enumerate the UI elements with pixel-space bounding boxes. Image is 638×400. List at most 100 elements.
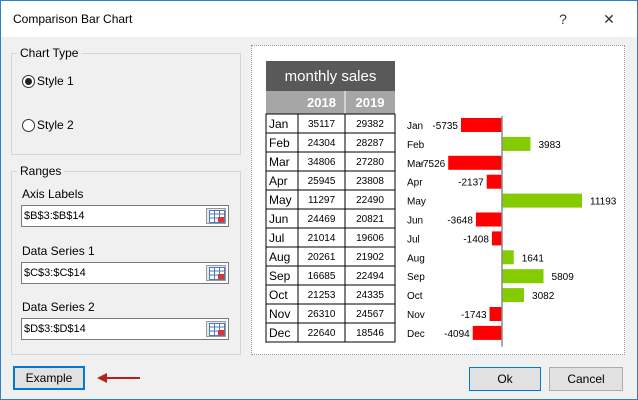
table-cell-month: Jan — [269, 117, 288, 131]
table-cell-2018: 35117 — [308, 119, 336, 130]
table-cell-month: Apr — [269, 174, 288, 188]
table-cell-2018: 11297 — [308, 195, 336, 206]
table-title-cell — [266, 61, 395, 91]
chart-bar — [502, 250, 514, 265]
chart-data-label: 3983 — [538, 140, 561, 151]
chart-data-label: 1641 — [522, 253, 545, 264]
chart-type-label: Chart Type — [17, 46, 82, 60]
table-cell-2019: 27280 — [356, 157, 384, 168]
table-cell-2018: 16685 — [308, 271, 336, 282]
table-cell-2019: 18546 — [356, 328, 384, 339]
style2-option[interactable]: Style 2 — [22, 118, 74, 132]
chart-category-label: Jan — [407, 121, 423, 132]
table-cell-2019: 24335 — [356, 290, 384, 301]
chart-bar — [472, 325, 502, 340]
chart-bar — [489, 307, 502, 321]
table-cell-month: Dec — [269, 326, 290, 340]
table-cell-month: Jul — [269, 231, 284, 245]
table-cell-month: Nov — [269, 307, 290, 321]
chart-bar — [461, 118, 502, 132]
range-select-button[interactable] — [206, 321, 226, 337]
chart-category-label: Sep — [407, 272, 425, 283]
series2-field[interactable] — [21, 318, 229, 340]
table-cell-2018: 34806 — [308, 157, 336, 168]
table-cell-2018: 21014 — [308, 233, 336, 244]
style1-label: Style 1 — [37, 74, 74, 88]
example-button[interactable]: Example — [13, 366, 85, 390]
table-cell-month: Jun — [269, 212, 288, 226]
title-bar: Comparison Bar Chart ? ✕ — [1, 1, 637, 37]
table-title: monthly sales — [285, 68, 377, 85]
table-cell-2019: 22494 — [356, 271, 384, 282]
chart-data-label: -4094 — [444, 329, 470, 340]
table-cell-month: Aug — [269, 250, 290, 264]
range-select-button[interactable] — [206, 265, 226, 281]
chart-bar — [502, 288, 525, 303]
chart-bar — [502, 269, 544, 284]
chart-category-label: Aug — [407, 253, 425, 264]
chart-data-label: -7526 — [420, 159, 446, 170]
axis-labels-input[interactable] — [24, 208, 204, 224]
radio-style1[interactable] — [22, 74, 35, 88]
table-cell-2019: 29382 — [356, 119, 384, 130]
chart-type-group — [11, 53, 241, 155]
style2-label: Style 2 — [37, 118, 74, 132]
help-button[interactable]: ? — [559, 11, 567, 27]
table-cell-2019: 20821 — [356, 214, 384, 225]
chart-data-label: -1743 — [461, 310, 487, 321]
chart-data-label: 11193 — [590, 197, 617, 208]
chart-data-label: -3648 — [447, 216, 473, 227]
cancel-button[interactable]: Cancel — [549, 367, 623, 391]
dialog-title: Comparison Bar Chart — [13, 12, 133, 26]
chart-category-label: Dec — [407, 329, 425, 340]
ok-button[interactable]: Ok — [469, 367, 541, 391]
chart-data-label: -1408 — [463, 234, 489, 245]
chart-data-label: -5735 — [432, 121, 458, 132]
radio-style2[interactable] — [22, 118, 35, 132]
table-cell-month: Mar — [269, 155, 290, 169]
chart-category-label: Oct — [407, 291, 423, 302]
table-cell-month: Oct — [269, 288, 288, 302]
table-cell-2019: 22490 — [356, 195, 384, 206]
table-cell-month: Feb — [269, 136, 290, 150]
table-cell-2018: 24304 — [308, 138, 336, 149]
table-cell-month: May — [269, 193, 292, 207]
chart-category-label: Nov — [407, 310, 425, 321]
table-cell-2018: 22640 — [308, 328, 336, 339]
series2-input[interactable] — [24, 321, 204, 337]
axis-labels-label: Axis Labels — [22, 187, 84, 201]
chart-category-label: Apr — [407, 178, 423, 189]
chart-category-label: Jun — [407, 216, 423, 227]
chart-data-label: 5809 — [552, 272, 575, 283]
range-select-icon — [209, 323, 225, 336]
example-preview: monthly sales 2018 2019 Jan 35117 29382 Feb 243… — [251, 45, 625, 355]
table-cell-2018: 24469 — [308, 214, 336, 225]
chart-bar — [502, 136, 531, 151]
series2-label: Data Series 2 — [22, 300, 95, 314]
chart-bar — [448, 155, 502, 170]
axis-labels-field[interactable] — [21, 205, 229, 227]
chart-data-label: -2137 — [458, 178, 484, 189]
table-cell-2018: 25945 — [308, 176, 336, 187]
arrow-left-icon — [97, 373, 140, 383]
ranges-group — [11, 171, 241, 355]
chart-category-label: Mar — [407, 159, 425, 170]
series1-input[interactable] — [24, 265, 204, 281]
table-cell-2018: 26310 — [308, 309, 336, 320]
table-header-row — [266, 91, 395, 114]
style1-option[interactable]: Style 1 — [22, 74, 74, 88]
table-cell-month: Sep — [269, 269, 291, 283]
table-cell-2019: 24567 — [356, 309, 384, 320]
close-button[interactable]: ✕ — [603, 11, 615, 27]
table-cell-2019: 19606 — [356, 233, 384, 244]
chart-data-label: 3082 — [532, 291, 555, 302]
table-cell-2019: 28287 — [356, 138, 384, 149]
chart-category-label: Feb — [407, 140, 425, 151]
chart-category-label: May — [407, 197, 426, 208]
series1-field[interactable] — [21, 262, 229, 284]
table-cell-2018: 20261 — [308, 252, 336, 263]
series1-label: Data Series 1 — [22, 244, 95, 258]
table-header-2019: 2019 — [356, 95, 385, 110]
range-select-button[interactable] — [206, 208, 226, 224]
ranges-label: Ranges — [17, 164, 65, 178]
